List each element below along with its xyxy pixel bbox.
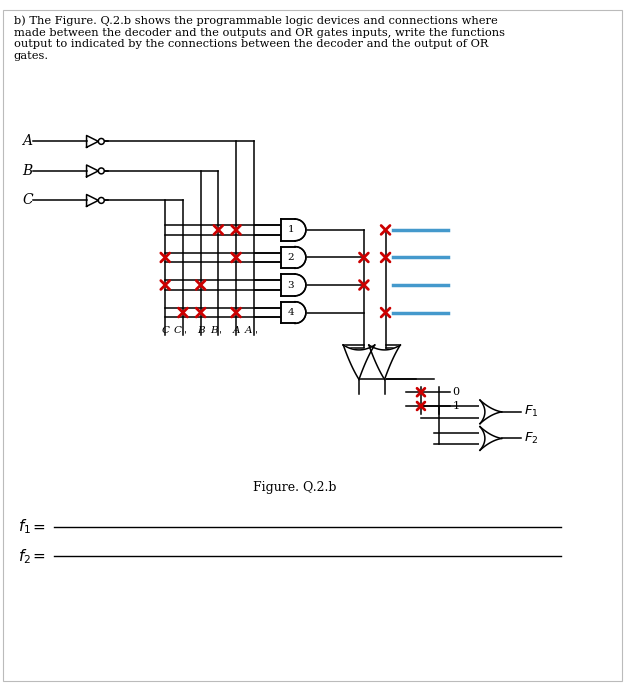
Text: $F_2$: $F_2$ <box>524 431 539 446</box>
Polygon shape <box>281 274 306 296</box>
FancyBboxPatch shape <box>3 10 621 681</box>
Text: =: = <box>32 549 45 564</box>
Text: $f_1$: $f_1$ <box>18 518 31 536</box>
Text: =: = <box>32 520 45 535</box>
Text: ': ' <box>255 331 258 339</box>
Text: C: C <box>162 326 169 335</box>
Text: B: B <box>22 164 32 178</box>
Text: A: A <box>232 326 240 335</box>
Polygon shape <box>343 345 375 380</box>
Text: Figure. Q.2.b: Figure. Q.2.b <box>253 481 337 494</box>
Polygon shape <box>480 426 502 451</box>
Text: ': ' <box>219 331 222 339</box>
Text: C: C <box>174 326 182 335</box>
Text: B: B <box>210 326 218 335</box>
Polygon shape <box>281 246 306 268</box>
Text: b) The Figure. Q.2.b shows the programmable logic devices and connections where
: b) The Figure. Q.2.b shows the programma… <box>14 15 505 61</box>
Circle shape <box>99 139 104 144</box>
Text: 1: 1 <box>452 401 460 411</box>
Circle shape <box>99 197 104 204</box>
Text: 2: 2 <box>287 253 294 262</box>
Polygon shape <box>369 345 400 380</box>
Polygon shape <box>480 400 502 424</box>
Text: 1: 1 <box>287 226 294 235</box>
Polygon shape <box>281 302 306 324</box>
Text: A: A <box>245 326 252 335</box>
Text: 4: 4 <box>287 308 294 317</box>
Polygon shape <box>281 219 306 241</box>
Text: 0: 0 <box>452 387 460 397</box>
Text: $f_2$: $f_2$ <box>18 547 31 566</box>
Text: $F_1$: $F_1$ <box>524 404 539 420</box>
Circle shape <box>99 168 104 174</box>
Text: B: B <box>197 326 204 335</box>
Text: A: A <box>22 135 32 148</box>
Text: 3: 3 <box>287 281 294 290</box>
Text: ': ' <box>184 331 187 339</box>
Text: C: C <box>22 193 33 208</box>
